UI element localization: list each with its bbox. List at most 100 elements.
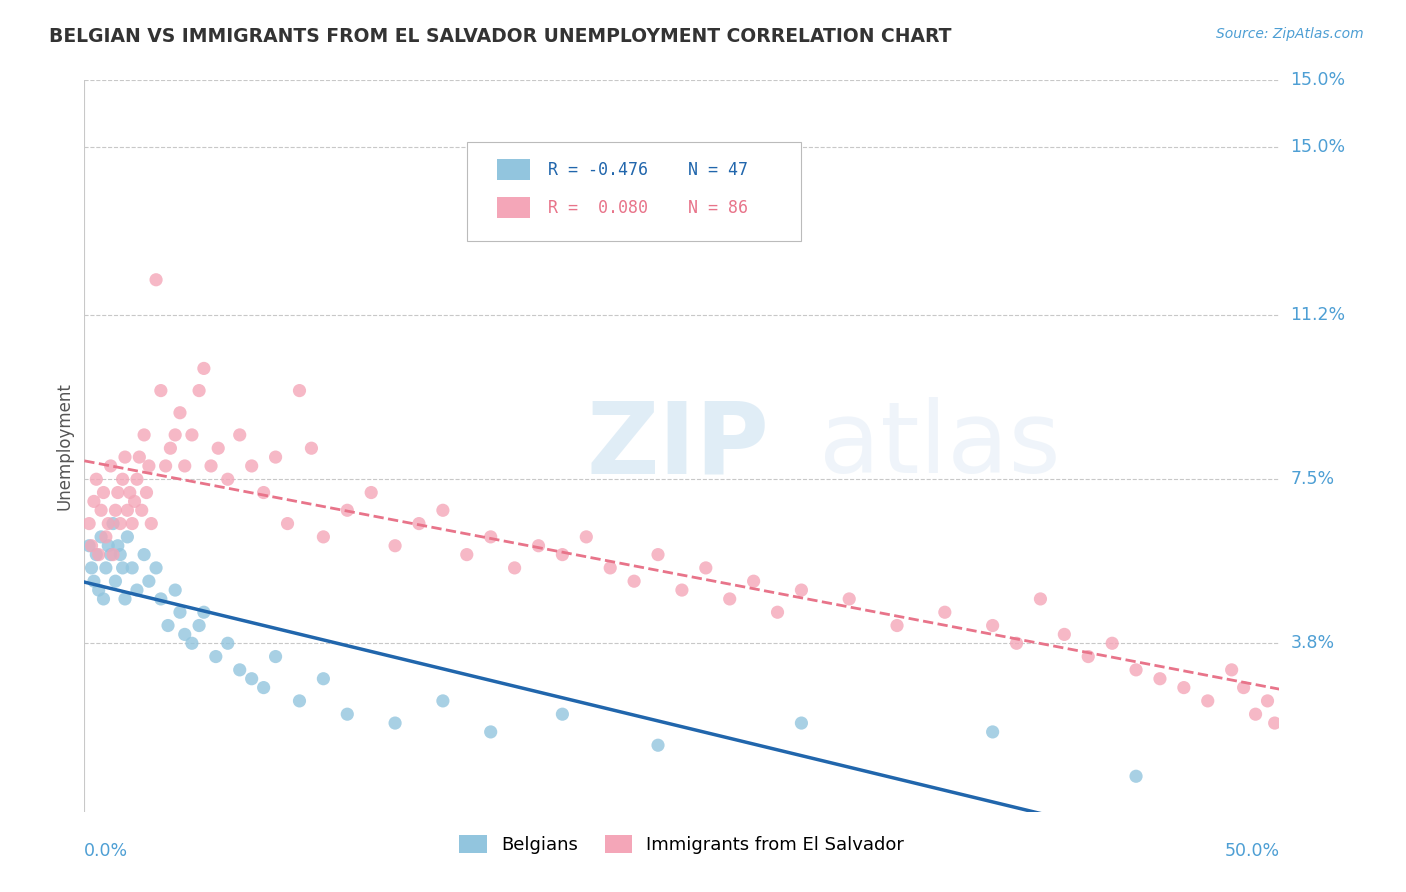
Point [135, 485, 157, 500]
Point [336, 707, 359, 722]
Point [110, 548, 132, 562]
Point [181, 428, 204, 442]
Point [1264, 716, 1286, 731]
Text: ZIP: ZIP [586, 398, 769, 494]
Point [240, 458, 263, 473]
Point [217, 472, 239, 486]
Text: N = 47: N = 47 [688, 161, 748, 178]
Point [575, 530, 598, 544]
Point [104, 574, 127, 589]
Point [288, 694, 311, 708]
Point [77, 516, 100, 531]
Point [1233, 681, 1256, 695]
Point [1005, 636, 1028, 650]
Point [1220, 663, 1243, 677]
Point [934, 605, 956, 619]
Point [1053, 627, 1076, 641]
Point [101, 548, 124, 562]
Point [125, 472, 148, 486]
Text: 0.0%: 0.0% [84, 842, 128, 860]
Point [149, 591, 172, 606]
Point [94, 561, 117, 575]
Point [117, 503, 139, 517]
Point [1197, 694, 1219, 708]
Point [165, 583, 187, 598]
Point [121, 516, 143, 531]
Text: R =  0.080: R = 0.080 [548, 199, 648, 217]
Point [86, 548, 108, 562]
Point [718, 591, 741, 606]
Point [128, 450, 150, 464]
Point [277, 516, 299, 531]
Point [173, 458, 195, 473]
Point [240, 672, 263, 686]
Point [1257, 694, 1279, 708]
Point [647, 548, 669, 562]
Point [551, 548, 574, 562]
Text: 11.2%: 11.2% [1291, 306, 1346, 324]
Point [138, 574, 160, 589]
Text: 15.0%: 15.0% [1291, 137, 1346, 156]
Point [217, 636, 239, 650]
Point [118, 485, 141, 500]
Point [107, 485, 129, 500]
Point [1149, 672, 1171, 686]
Point [790, 583, 813, 598]
Point [551, 707, 574, 722]
Point [90, 503, 112, 517]
Point [80, 539, 103, 553]
Point [288, 384, 311, 398]
Text: 50.0%: 50.0% [1225, 842, 1279, 860]
Point [97, 539, 120, 553]
Point [181, 636, 204, 650]
Point [111, 472, 134, 486]
Point [173, 627, 195, 641]
Point [104, 503, 127, 517]
Point [193, 605, 215, 619]
Point [503, 561, 526, 575]
Point [336, 503, 359, 517]
Point [408, 516, 430, 531]
Text: BELGIAN VS IMMIGRANTS FROM EL SALVADOR UNEMPLOYMENT CORRELATION CHART: BELGIAN VS IMMIGRANTS FROM EL SALVADOR U… [49, 27, 952, 45]
Point [1029, 591, 1052, 606]
Point [766, 605, 789, 619]
Point [229, 428, 252, 442]
Point [107, 539, 129, 553]
Point [312, 672, 335, 686]
Text: atlas: atlas [820, 398, 1062, 494]
FancyBboxPatch shape [496, 160, 530, 180]
Point [131, 503, 153, 517]
Point [87, 583, 110, 598]
Point [432, 694, 454, 708]
Point [94, 530, 117, 544]
Legend: Belgians, Immigrants from El Salvador: Belgians, Immigrants from El Salvador [460, 835, 904, 854]
FancyBboxPatch shape [496, 197, 530, 218]
Point [83, 574, 105, 589]
Point [695, 561, 717, 575]
Point [149, 384, 172, 398]
Point [1244, 707, 1267, 722]
Point [80, 561, 103, 575]
Y-axis label: Unemployment: Unemployment [55, 382, 73, 510]
Point [623, 574, 645, 589]
Text: 15.0%: 15.0% [1291, 71, 1346, 89]
Point [200, 458, 222, 473]
Point [742, 574, 765, 589]
Point [97, 516, 120, 531]
Point [100, 548, 122, 562]
Point [838, 591, 860, 606]
Point [159, 441, 181, 455]
Point [111, 561, 134, 575]
Point [1125, 663, 1147, 677]
Point [981, 725, 1004, 739]
Point [110, 516, 132, 531]
Point [599, 561, 621, 575]
Text: R = -0.476: R = -0.476 [548, 161, 648, 178]
Point [145, 273, 167, 287]
Text: 7.5%: 7.5% [1291, 470, 1334, 488]
Point [188, 384, 211, 398]
Point [432, 503, 454, 517]
Point [83, 494, 105, 508]
Point [886, 618, 908, 632]
Point [155, 458, 177, 473]
